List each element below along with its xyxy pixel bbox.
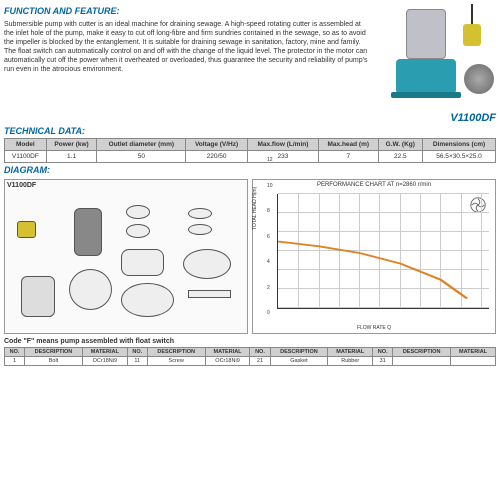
table-header: Voltage (V/Hz) [186, 139, 248, 151]
ytick: 6 [267, 234, 270, 240]
table-cell: 50 [97, 151, 186, 163]
chart-xlabel: FLOW RATE Q [357, 325, 391, 331]
table-header: NO. [250, 348, 270, 357]
table-cell: V1100DF [5, 151, 47, 163]
table-cell: OCr18Ni9 [82, 357, 127, 366]
table-header: Outlet diameter (mm) [97, 139, 186, 151]
table-cell: Bolt [25, 357, 83, 366]
table-cell: OCr18Ni9 [205, 357, 250, 366]
table-cell [393, 357, 451, 366]
table-header: MATERIAL [82, 348, 127, 357]
table-cell: 31 [373, 357, 393, 366]
table-header: DESCRIPTION [147, 348, 205, 357]
model-label: V1100DF [450, 112, 496, 124]
function-text: Submersible pump with cutter is an ideal… [4, 20, 372, 75]
table-header: MATERIAL [205, 348, 250, 357]
table-header: DESCRIPTION [393, 348, 451, 357]
diagram-model: V1100DF [7, 182, 245, 189]
ytick: 2 [267, 285, 270, 291]
table-cell: 7 [318, 151, 378, 163]
pump-image: V1100DF [376, 4, 496, 124]
table-header: Model [5, 139, 47, 151]
table-header: NO. [5, 348, 25, 357]
table-cell: 22.5 [378, 151, 422, 163]
diagram-title: DIAGRAM: [4, 165, 496, 175]
function-title: FUNCTION AND FEATURE: [4, 6, 372, 18]
table-header: NO. [373, 348, 393, 357]
table-header: NO. [127, 348, 147, 357]
table-cell: 1 [5, 357, 25, 366]
table-header: DESCRIPTION [270, 348, 328, 357]
ytick: 10 [267, 183, 273, 189]
table-cell: Rubber [328, 357, 373, 366]
table-cell [451, 357, 496, 366]
techdata-title: TECHNICAL DATA: [4, 126, 496, 136]
ytick: 4 [267, 259, 270, 265]
table-cell: 233 [247, 151, 318, 163]
table-header: Dimensions (cm) [423, 139, 496, 151]
ytick: 0 [267, 310, 270, 316]
table-cell: 220/50 [186, 151, 248, 163]
chart-ylabel: TOTAL HEAD H(m) [252, 186, 258, 229]
table-cell: Gasket [270, 357, 328, 366]
table-cell: 21 [250, 357, 270, 366]
chart-title: PERFORMANCE CHART AT n=2860 r/min [255, 182, 493, 188]
table-header: MATERIAL [328, 348, 373, 357]
table-header: Power (kw) [46, 139, 97, 151]
table-header: Max.head (m) [318, 139, 378, 151]
table-cell: 1.1 [46, 151, 97, 163]
table-cell: 11 [127, 357, 147, 366]
performance-chart: PERFORMANCE CHART AT n=2860 r/min TOTAL … [252, 179, 496, 334]
bom-table: NO.DESCRIPTIONMATERIALNO.DESCRIPTIONMATE… [4, 347, 496, 366]
table-cell: Screw [147, 357, 205, 366]
table-cell: 56.5×30.5×25.0 [423, 151, 496, 163]
techdata-table: ModelPower (kw)Outlet diameter (mm)Volta… [4, 138, 496, 163]
table-header: G.W. (Kg) [378, 139, 422, 151]
ytick: 12 [267, 157, 273, 163]
exploded-diagram: V1100DF [4, 179, 248, 334]
ytick: 8 [267, 208, 270, 214]
float-note: Code "F" means pump assembled with float… [4, 338, 496, 345]
table-header: Max.flow (L/min) [247, 139, 318, 151]
table-header: MATERIAL [451, 348, 496, 357]
table-header: DESCRIPTION [25, 348, 83, 357]
